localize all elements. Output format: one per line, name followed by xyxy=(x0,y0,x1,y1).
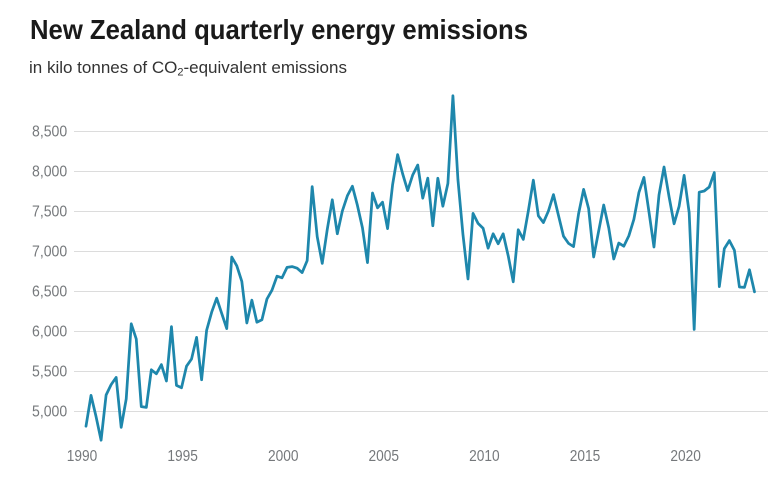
svg-text:5,500: 5,500 xyxy=(32,364,68,381)
svg-text:2010: 2010 xyxy=(469,448,500,465)
svg-text:1995: 1995 xyxy=(167,448,198,465)
svg-text:5,000: 5,000 xyxy=(32,404,68,421)
svg-text:8,000: 8,000 xyxy=(32,164,68,181)
svg-text:6,000: 6,000 xyxy=(32,324,68,341)
svg-text:7,500: 7,500 xyxy=(32,204,68,221)
svg-text:2020: 2020 xyxy=(670,448,701,465)
svg-text:7,000: 7,000 xyxy=(32,244,68,261)
svg-text:2000: 2000 xyxy=(268,448,299,465)
svg-text:2005: 2005 xyxy=(369,448,400,465)
svg-text:8,500: 8,500 xyxy=(32,124,68,141)
svg-text:6,500: 6,500 xyxy=(32,284,68,301)
svg-text:2015: 2015 xyxy=(570,448,601,465)
svg-text:1990: 1990 xyxy=(67,448,98,465)
